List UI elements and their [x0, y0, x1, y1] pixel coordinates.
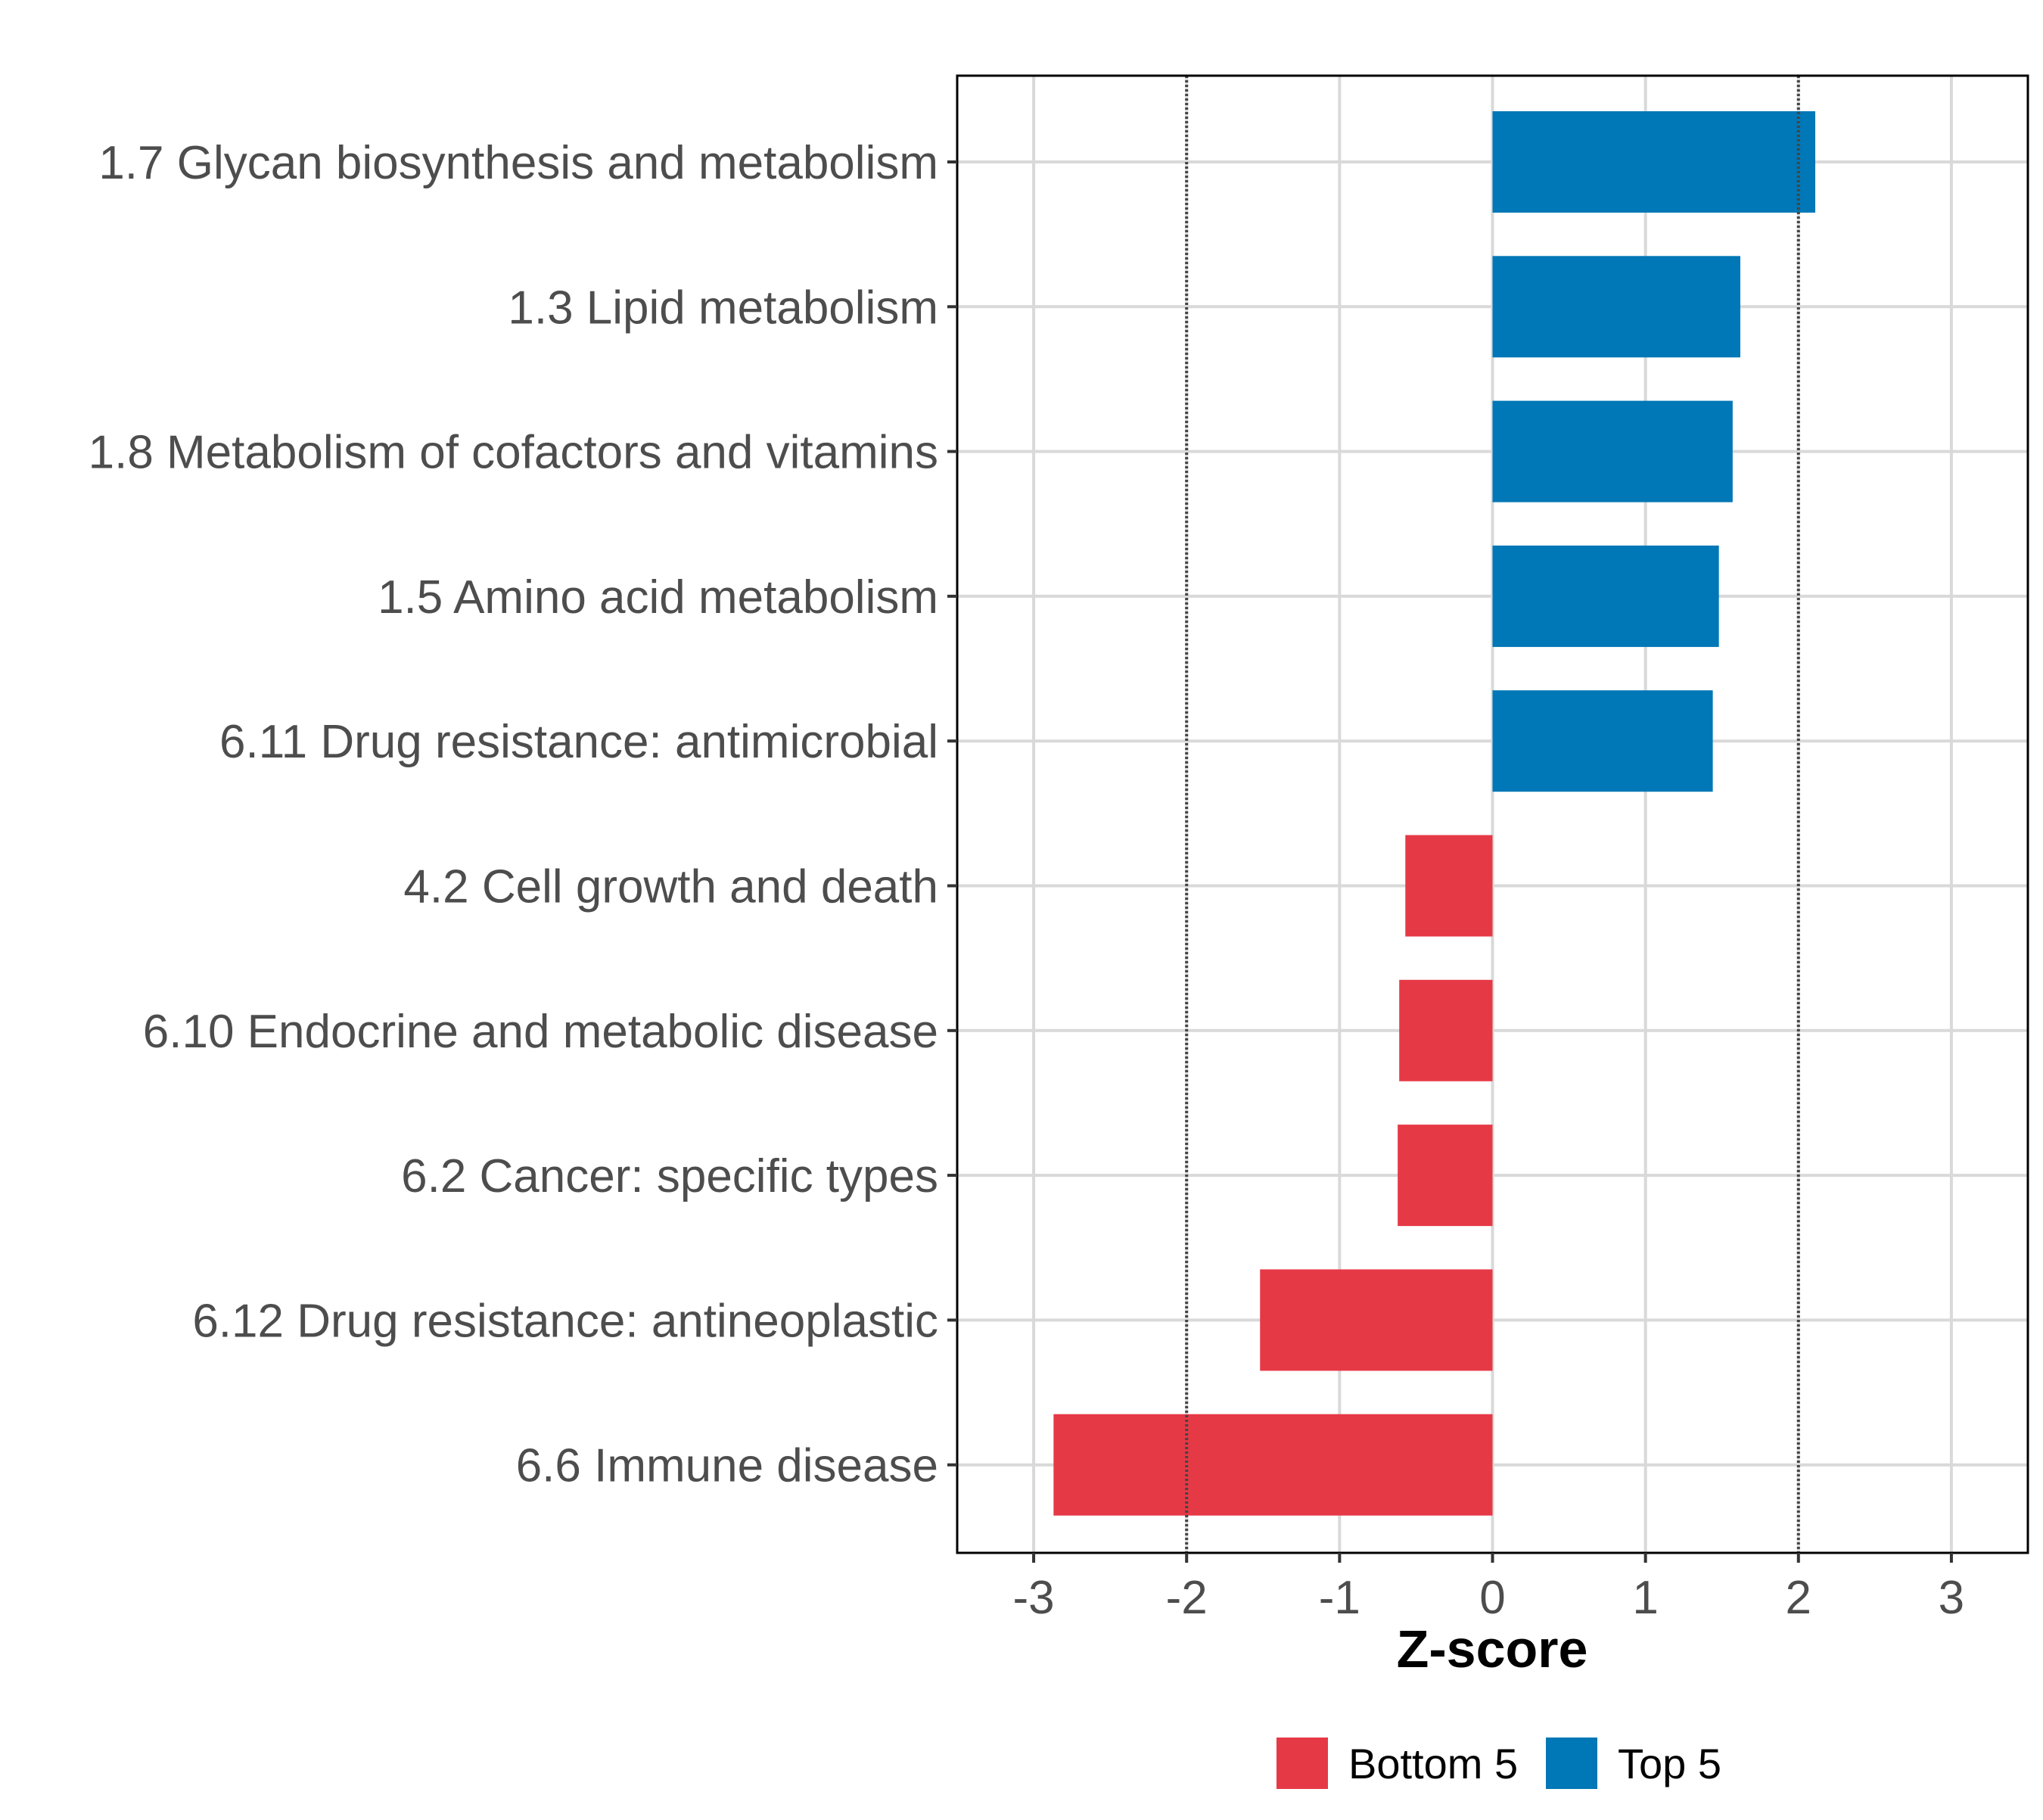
bar-5[interactable]: [1492, 690, 1713, 792]
category-label-7: 6.10 Endocrine and metabolic disease: [143, 1006, 938, 1058]
legend-label: Top 5: [1618, 1740, 1721, 1787]
legend-item-top-5[interactable]: Top 5: [1546, 1738, 1721, 1789]
x-tick-label--1: -1: [1319, 1572, 1360, 1624]
reference-line-layer: [1185, 76, 1800, 1553]
x-tick-label-2: 2: [1786, 1572, 1811, 1624]
bar-4[interactable]: [1492, 545, 1719, 647]
legend-label: Bottom 5: [1348, 1740, 1518, 1787]
bar-layer: [1053, 111, 1816, 1516]
bar-1[interactable]: [1492, 111, 1816, 213]
category-label-9: 6.12 Drug resistance: antineoplastic: [192, 1295, 938, 1347]
category-label-5: 6.11 Drug resistance: antimicrobial: [219, 716, 938, 768]
bar-6[interactable]: [1405, 835, 1493, 937]
category-label-2: 1.3 Lipid metabolism: [508, 282, 938, 334]
bar-9[interactable]: [1260, 1269, 1493, 1371]
legend-swatch: [1546, 1738, 1597, 1789]
bar-3[interactable]: [1492, 400, 1733, 502]
x-tick-label--2: -2: [1166, 1572, 1208, 1624]
category-label-8: 6.2 Cancer: specific types: [401, 1150, 938, 1202]
bar-10[interactable]: [1053, 1414, 1493, 1516]
category-label-4: 1.5 Amino acid metabolism: [378, 571, 938, 624]
bar-8[interactable]: [1398, 1125, 1493, 1227]
x-tick-label--3: -3: [1013, 1572, 1055, 1624]
bar-7[interactable]: [1399, 979, 1493, 1081]
x-tick-label-1: 1: [1632, 1572, 1658, 1624]
category-label-10: 6.6 Immune disease: [516, 1440, 938, 1492]
x-axis: -3 -2 -1 0 1 2 3: [1013, 1553, 1964, 1624]
x-tick-label-0: 0: [1479, 1572, 1505, 1624]
y-axis: 1.7 Glycan biosynthesis and metabolism 1.…: [89, 137, 957, 1492]
x-tick-label-3: 3: [1939, 1572, 1964, 1624]
legend[interactable]: Bottom 5 Top 5: [1276, 1738, 1721, 1789]
bar-2[interactable]: [1492, 256, 1740, 358]
x-axis-title: Z-score: [1397, 1619, 1588, 1678]
category-label-6: 4.2 Cell growth and death: [403, 861, 938, 913]
category-label-3: 1.8 Metabolism of cofactors and vitamins: [89, 427, 938, 479]
legend-swatch: [1276, 1738, 1328, 1789]
category-label-1: 1.7 Glycan biosynthesis and metabolism: [98, 137, 938, 189]
legend-item-bottom-5[interactable]: Bottom 5: [1276, 1738, 1518, 1789]
